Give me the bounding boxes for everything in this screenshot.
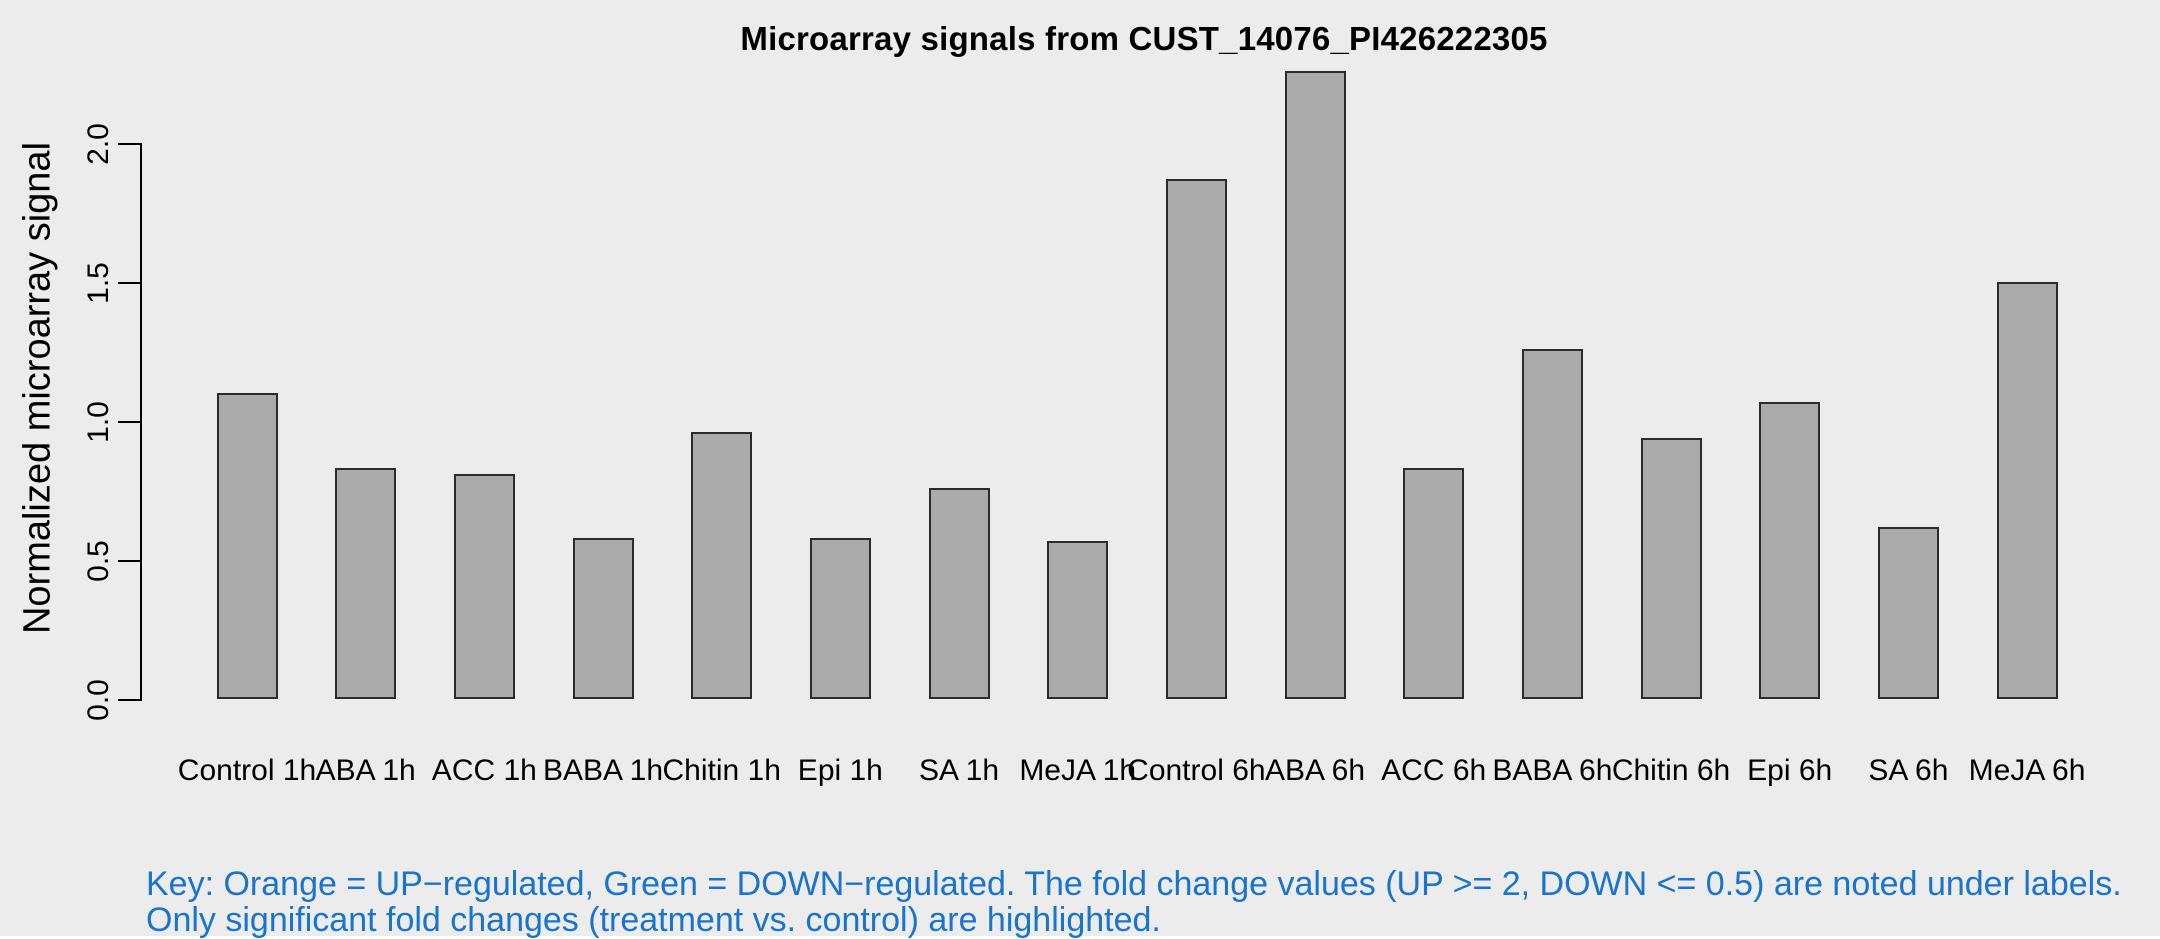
y-axis-title: Normalized microarray signal bbox=[16, 141, 59, 635]
y-axis-line bbox=[140, 143, 142, 701]
y-tick-label-1.0: 1.0 bbox=[82, 401, 115, 443]
x-label-sa-1h: SA 1h bbox=[918, 754, 1000, 787]
bar-acc-1h bbox=[454, 474, 515, 699]
bar-control-6h bbox=[1166, 179, 1227, 699]
bar-acc-6h bbox=[1403, 468, 1464, 699]
y-tick-label-1.5: 1.5 bbox=[82, 262, 115, 304]
bar-chitin-1h bbox=[691, 432, 752, 699]
x-label-chitin-1h: Chitin 1h bbox=[662, 754, 781, 787]
x-label-acc-1h: ACC 1h bbox=[431, 754, 537, 787]
legend-key-line2: Only significant fold changes (treatment… bbox=[146, 901, 1161, 939]
bar-aba-1h bbox=[335, 468, 396, 699]
x-label-control-1h: Control 1h bbox=[177, 754, 317, 787]
x-label-chitin-6h: Chitin 6h bbox=[1611, 754, 1731, 787]
bar-meja-6h bbox=[1997, 282, 2058, 699]
y-tick-mark-0.5 bbox=[118, 560, 140, 562]
y-tick-mark-1.5 bbox=[118, 282, 140, 284]
bar-epi-6h bbox=[1759, 402, 1820, 699]
x-label-epi-1h: Epi 1h bbox=[797, 754, 883, 787]
x-label-meja-6h: MeJA 6h bbox=[1968, 754, 2086, 787]
bar-sa-1h bbox=[929, 488, 990, 699]
y-tick-label-0.0: 0.0 bbox=[82, 679, 115, 721]
y-tick-label-0.5: 0.5 bbox=[82, 540, 115, 582]
x-label-control-6h: Control 6h bbox=[1127, 754, 1266, 787]
legend-key-line1: Key: Orange = UP−regulated, Green = DOWN… bbox=[146, 865, 2122, 903]
bar-baba-1h bbox=[573, 538, 634, 699]
bar-meja-1h bbox=[1047, 541, 1108, 699]
bar-control-1h bbox=[217, 393, 278, 699]
x-label-epi-6h: Epi 6h bbox=[1747, 754, 1833, 787]
bar-chitin-6h bbox=[1641, 438, 1702, 699]
y-tick-mark-1.0 bbox=[118, 421, 140, 423]
x-label-aba-1h: ABA 1h bbox=[315, 754, 416, 787]
bar-sa-6h bbox=[1878, 527, 1939, 699]
chart-title: Microarray signals from CUST_14076_PI426… bbox=[740, 20, 1548, 57]
x-label-sa-6h: SA 6h bbox=[1868, 754, 1949, 787]
bar-baba-6h bbox=[1522, 349, 1583, 699]
bar-aba-6h bbox=[1285, 71, 1346, 699]
x-label-baba-6h: BABA 6h bbox=[1492, 754, 1613, 787]
y-tick-mark-0.0 bbox=[118, 699, 140, 701]
x-label-acc-6h: ACC 6h bbox=[1381, 754, 1487, 787]
x-label-meja-1h: MeJA 1h bbox=[1019, 754, 1137, 787]
x-label-baba-1h: BABA 1h bbox=[542, 754, 664, 787]
y-tick-label-2.0: 2.0 bbox=[82, 123, 115, 165]
bar-epi-1h bbox=[810, 538, 871, 699]
x-label-aba-6h: ABA 6h bbox=[1264, 754, 1366, 787]
y-tick-mark-2.0 bbox=[118, 143, 140, 145]
legend-key-text: Key: Orange = UP−regulated, Green = DOWN… bbox=[146, 866, 2122, 938]
